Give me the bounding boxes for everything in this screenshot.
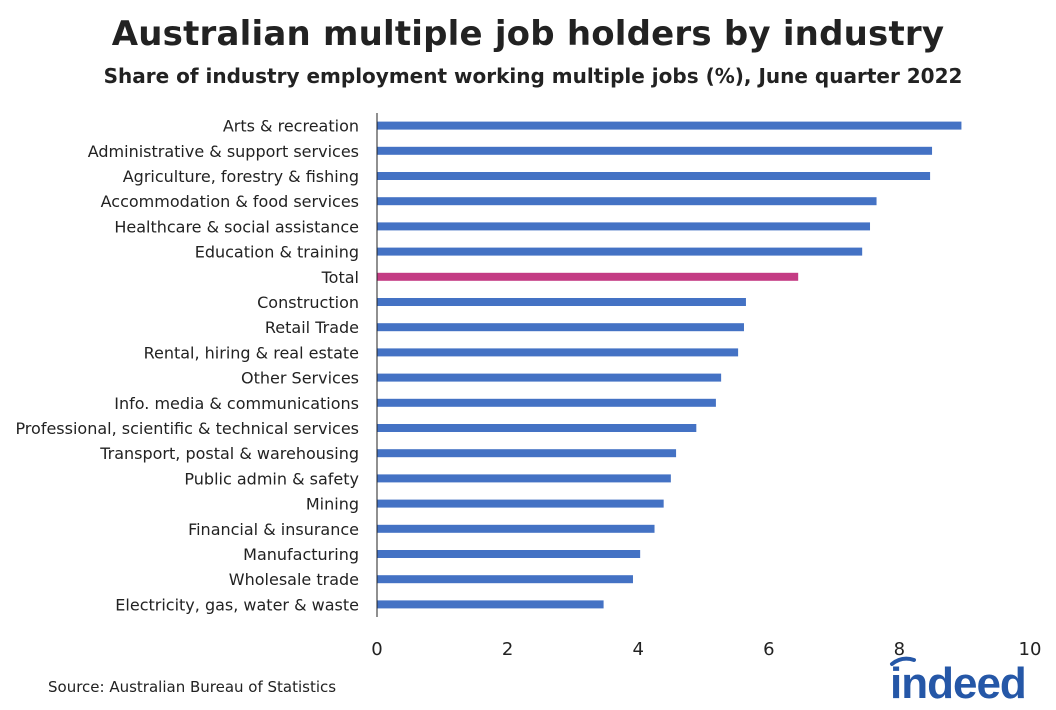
- bar: [377, 197, 877, 206]
- category-label: Public admin & safety: [184, 469, 359, 488]
- category-label: Rental, hiring & real estate: [144, 343, 359, 362]
- svg-text:indeed: indeed: [890, 659, 1026, 706]
- bar: [377, 348, 739, 357]
- bar: [377, 449, 677, 458]
- chart-title: Australian multiple job holders by indus…: [111, 14, 945, 54]
- category-label: Manufacturing: [243, 545, 359, 564]
- bar: [377, 373, 722, 382]
- category-label: Other Services: [241, 369, 359, 388]
- category-label: Mining: [306, 495, 359, 514]
- category-label: Professional, scientific & technical ser…: [15, 419, 359, 438]
- x-tick-label: 6: [763, 639, 774, 660]
- bar: [377, 146, 933, 155]
- x-tick-label: 0: [371, 639, 382, 660]
- bar: [377, 600, 604, 609]
- bar: [377, 298, 746, 306]
- bar: [377, 247, 863, 256]
- bar: [377, 550, 641, 558]
- category-label: Financial & insurance: [188, 520, 359, 539]
- category-label: Electricity, gas, water & waste: [115, 595, 359, 614]
- bar: [377, 424, 697, 432]
- chart-subtitle: Share of industry employment working mul…: [103, 64, 963, 88]
- category-label: Education & training: [195, 243, 359, 262]
- bar: [377, 474, 671, 483]
- x-tick-label: 4: [632, 639, 643, 660]
- bar: [377, 575, 633, 584]
- category-label: Agriculture, forestry & fishing: [123, 167, 359, 186]
- bar: [377, 524, 655, 533]
- x-tick-label: 2: [502, 639, 513, 660]
- category-label: Administrative & support services: [88, 142, 359, 161]
- bar: [377, 499, 664, 508]
- bar: [377, 172, 931, 180]
- bar: [377, 222, 871, 231]
- category-label: Wholesale trade: [229, 570, 359, 589]
- x-tick-label: 8: [894, 639, 905, 660]
- category-label: Healthcare & social assistance: [114, 217, 359, 236]
- category-label: Transport, postal & warehousing: [99, 444, 359, 463]
- indeed-logo: indeed: [890, 656, 1027, 706]
- bar: [377, 398, 716, 407]
- x-tick-label: 10: [1019, 639, 1042, 660]
- category-label: Retail Trade: [265, 318, 359, 337]
- category-label: Accommodation & food services: [101, 192, 359, 211]
- category-label: Info. media & communications: [114, 394, 359, 413]
- source-note: Source: Australian Bureau of Statistics: [48, 678, 337, 696]
- category-label: Arts & recreation: [223, 117, 359, 136]
- bar: [377, 121, 962, 130]
- bar: [377, 272, 799, 281]
- category-label: Total: [321, 268, 359, 287]
- category-label: Construction: [257, 293, 359, 312]
- bar: [377, 323, 744, 332]
